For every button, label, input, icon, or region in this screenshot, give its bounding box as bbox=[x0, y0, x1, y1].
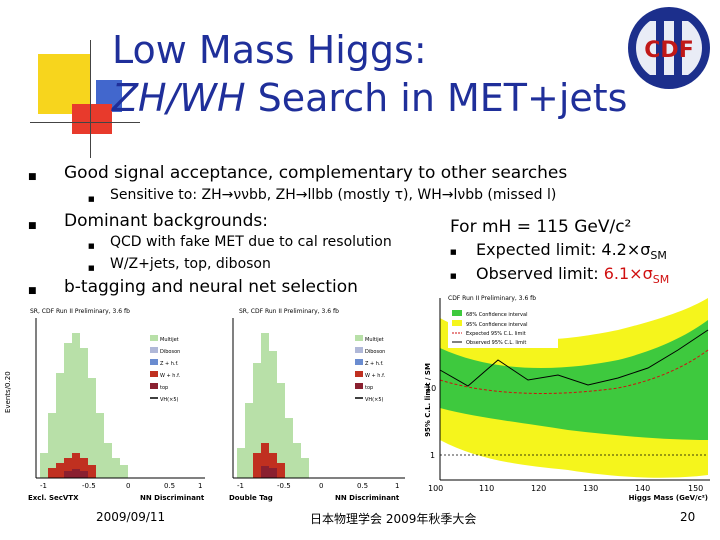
left-legend: Multijet Diboson Z + h.f. W + h.f. top V… bbox=[150, 335, 180, 403]
sub-bullet-square-icon: ■ bbox=[88, 195, 95, 203]
slide-title-line2: ZH/WH Search in MET+jets bbox=[112, 76, 627, 120]
expected-limit: Expected limit: 4.2×σSM bbox=[476, 240, 667, 262]
observed-value: 6.1×σ bbox=[603, 264, 653, 283]
left-plot-xlabel: NN Discriminant bbox=[140, 494, 205, 502]
bullet-2-sub-2: W/Z+jets, top, diboson bbox=[110, 256, 271, 272]
mid-legend-top: top bbox=[365, 385, 373, 391]
slide-title-line1: Low Mass Higgs: bbox=[112, 28, 427, 72]
limit-xtick-120: 120 bbox=[531, 484, 546, 493]
observed-line bbox=[439, 329, 709, 387]
limit-legend: 68% Confidence interval 95% Confidence i… bbox=[448, 306, 558, 348]
mid-legend-multijet: Multijet bbox=[365, 337, 384, 343]
left-xtick-4: 0.5 bbox=[164, 482, 175, 490]
title-italic-part: ZH/WH bbox=[112, 76, 246, 120]
bullet-square-icon: ■ bbox=[28, 286, 37, 296]
mid-legend-zhf: Z + h.f. bbox=[365, 361, 384, 367]
bullet-3: b-tagging and neural net selection bbox=[64, 277, 358, 297]
title-decoration-red bbox=[72, 104, 112, 134]
sub-bullet-square-icon: ■ bbox=[88, 242, 95, 250]
sub-bullet-square-icon: ■ bbox=[88, 264, 95, 272]
legend-diboson: Diboson bbox=[160, 349, 180, 355]
limit-plot-header: CDF Run II Preliminary, 3.6 fb bbox=[448, 295, 536, 302]
mid-histogram bbox=[237, 333, 309, 478]
observed-sub: SM bbox=[652, 273, 670, 287]
bullet-square-icon: ■ bbox=[28, 172, 37, 182]
logo-text: CDF bbox=[644, 38, 693, 63]
limit-ytick-1: 1 bbox=[430, 451, 435, 460]
bullet-1-sub-1: Sensitive to: ZH→ννbb, ZH→llbb (mostly τ… bbox=[110, 187, 557, 203]
footer-event: 日本物理学会 2009年秋季大会 bbox=[310, 512, 477, 526]
limit-plot-xlabel: Higgs Mass (GeV/c²) bbox=[629, 494, 708, 502]
mid-plot-caption: Double Tag bbox=[229, 494, 273, 502]
page-number: 20 bbox=[680, 510, 696, 524]
expected-value: 4.2×σ bbox=[601, 240, 651, 259]
expected-label: Expected limit: bbox=[476, 240, 602, 259]
left-xtick-5: 1 bbox=[198, 482, 202, 490]
limit-legend-expected: Expected 95% C.L. limit bbox=[466, 331, 526, 337]
title-decoration-hline bbox=[30, 122, 140, 123]
mid-xtick-2: -0.5 bbox=[277, 482, 291, 490]
mid-xtick-3: 0 bbox=[319, 482, 323, 490]
observed-label: Observed limit: bbox=[476, 264, 604, 283]
expected-sub: SM bbox=[650, 249, 667, 263]
legend-whf: W + h.f. bbox=[160, 373, 180, 379]
limit-legend-observed: Observed 95% C.L. limit bbox=[466, 340, 526, 346]
sub-bullet-square-icon: ■ bbox=[450, 248, 457, 256]
nn-plot-double-tag: SR, CDF Run II Preliminary, 3.6 fb Multi… bbox=[215, 303, 415, 503]
left-xtick-3: 0 bbox=[126, 482, 130, 490]
mid-legend-diboson: Diboson bbox=[365, 349, 385, 355]
left-plot-header: SR, CDF Run II Preliminary, 3.6 fb bbox=[30, 308, 130, 315]
mid-legend-whf: W + h.f. bbox=[365, 373, 385, 379]
mid-legend-vh: VH(×5) bbox=[365, 397, 384, 403]
mid-xtick-4: 0.5 bbox=[357, 482, 368, 490]
limit-plot-ylabel: 95% C.L. limit / SM bbox=[424, 363, 432, 437]
legend-zhf: Z + h.f. bbox=[160, 361, 179, 367]
title-decoration-vline bbox=[90, 40, 91, 158]
bullet-1: Good signal acceptance, complementary to… bbox=[64, 163, 568, 183]
limits-heading: For mH = 115 GeV/c² bbox=[450, 217, 632, 237]
limit-ytick-10: 10 bbox=[426, 384, 436, 393]
legend-vh: VH(×5) bbox=[160, 397, 179, 403]
sub-bullet-square-icon: ■ bbox=[450, 272, 457, 280]
left-plot-ylabel: Events/0.20 bbox=[4, 371, 12, 413]
bullet-square-icon: ■ bbox=[28, 221, 37, 231]
limit-xtick-110: 110 bbox=[479, 484, 494, 493]
mid-plot-header: SR, CDF Run II Preliminary, 3.6 fb bbox=[239, 308, 339, 315]
title-rest: Search in MET+jets bbox=[245, 76, 628, 120]
cdf-logo: CDF bbox=[628, 7, 710, 89]
nn-plot-excl-secvtx: SR, CDF Run II Preliminary, 3.6 fb Event… bbox=[0, 303, 215, 503]
observed-limit: Observed limit: 6.1×σSM bbox=[476, 264, 669, 286]
mid-xtick-5: 1 bbox=[395, 482, 399, 490]
bullet-2: Dominant backgrounds: bbox=[64, 211, 268, 231]
limit-xtick-130: 130 bbox=[583, 484, 598, 493]
limit-plot: CDF Run II Preliminary, 3.6 fb 95% C.L. … bbox=[418, 290, 716, 502]
left-xtick-2: -0.5 bbox=[82, 482, 96, 490]
left-xtick-1: -1 bbox=[40, 482, 47, 490]
limit-xtick-150: 150 bbox=[688, 484, 703, 493]
mid-plot-xlabel: NN Discriminant bbox=[335, 494, 400, 502]
limit-xtick-140: 140 bbox=[635, 484, 650, 493]
legend-top: top bbox=[160, 385, 168, 391]
limit-xtick-100: 100 bbox=[428, 484, 443, 493]
mid-xtick-1: -1 bbox=[237, 482, 244, 490]
expected-line bbox=[439, 349, 709, 394]
bullet-2-sub-1: QCD with fake MET due to cal resolution bbox=[110, 234, 392, 250]
limit-legend-68: 68% Confidence interval bbox=[466, 312, 527, 318]
limit-legend-95: 95% Confidence interval bbox=[466, 322, 527, 328]
mid-legend: Multijet Diboson Z + h.f. W + h.f. top V… bbox=[355, 335, 385, 403]
footer-date: 2009/09/11 bbox=[96, 510, 166, 524]
legend-multijet: Multijet bbox=[160, 337, 179, 343]
left-plot-caption: Excl. SecVTX bbox=[28, 494, 79, 502]
left-histogram bbox=[40, 333, 128, 478]
